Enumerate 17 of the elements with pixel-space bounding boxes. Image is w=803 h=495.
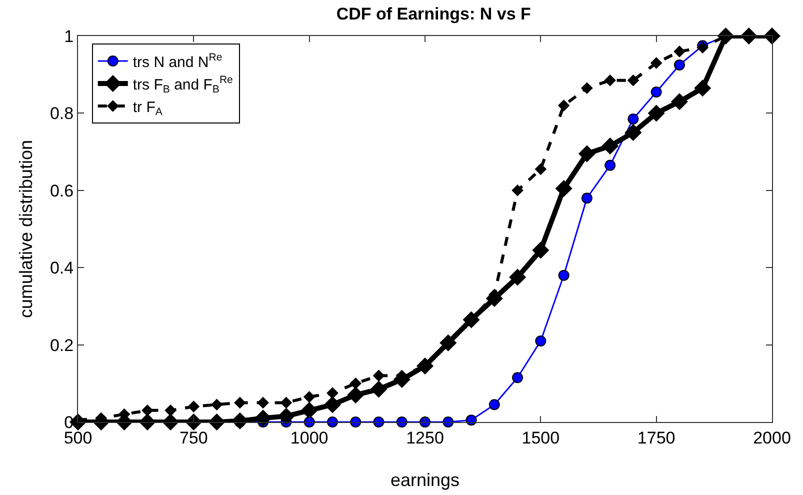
x-tick-label: 1500 xyxy=(522,428,560,448)
y-tick-label: 0.6 xyxy=(50,181,74,200)
x-tick-label: 1250 xyxy=(406,428,444,448)
x-tick-label: 1750 xyxy=(637,428,676,448)
legend-label: trs N and N$^{Re}$ xyxy=(132,52,222,71)
y-axis-title: cumulative distribution xyxy=(16,140,36,318)
x-tick-label: 500 xyxy=(64,428,92,448)
y-tick-label: 1 xyxy=(64,26,74,46)
x-tick-label: 1000 xyxy=(290,428,328,448)
y-tick-label: 0.4 xyxy=(50,258,74,278)
legend-label: tr F$_{A}$ xyxy=(132,98,162,118)
x-tick-label: 2000 xyxy=(753,428,791,448)
y-tick-label: 0.2 xyxy=(50,336,74,355)
chart-title: CDF of Earnings: N vs F xyxy=(336,4,531,24)
x-axis-title: earnings xyxy=(390,470,460,490)
x-tick-label: 750 xyxy=(179,428,208,448)
y-tick-label: 0.8 xyxy=(50,104,74,124)
